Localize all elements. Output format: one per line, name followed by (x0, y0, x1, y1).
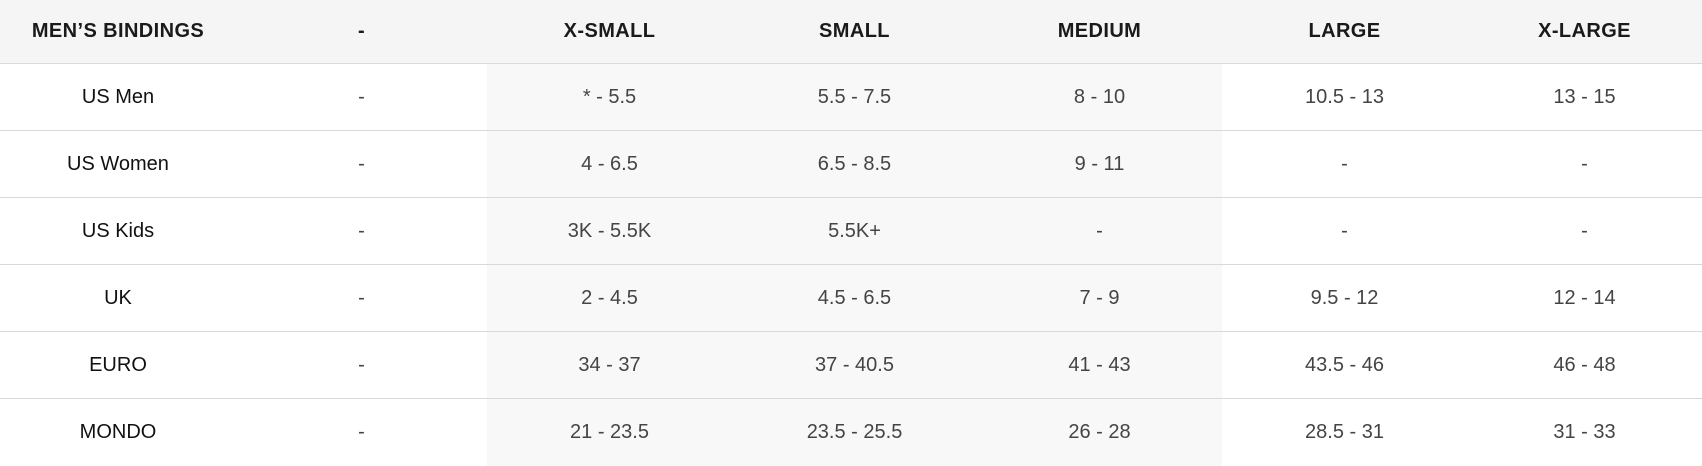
table-cell: - (1341, 152, 1348, 175)
table-cell: 10.5 - 13 (1305, 85, 1384, 108)
table-cell: 3K - 5.5K (487, 198, 732, 264)
table-cell: 34 - 37 (487, 332, 732, 398)
table-cell: - (977, 198, 1222, 264)
table-cell: - (358, 286, 365, 309)
table-cell: 4.5 - 6.5 (732, 265, 977, 331)
table-cell: 13 - 15 (1553, 85, 1616, 108)
table-cell: 4 - 6.5 (487, 131, 732, 197)
row-label: US Women (67, 152, 169, 175)
header-cell-x-large: X-LARGE (1538, 20, 1631, 42)
header-cell-small: SMALL (819, 20, 890, 42)
table-cell: 31 - 33 (1553, 421, 1616, 443)
table-cell: - (358, 219, 365, 242)
header-cell-large: LARGE (1308, 20, 1381, 42)
header-cell-bindings: MEN’S BINDINGS (31, 20, 205, 42)
table-cell: 41 - 43 (977, 332, 1222, 398)
table-cell: - (1341, 219, 1348, 242)
table-cell: 8 - 10 (977, 64, 1222, 130)
table-cell: 12 - 14 (1553, 286, 1616, 309)
row-label: US Men (81, 85, 155, 108)
table-cell: 5.5K+ (732, 198, 977, 264)
table-cell: 6.5 - 8.5 (732, 131, 977, 197)
table-header-row: MEN’S BINDINGS - X-SMALL SMALL MEDIUM LA… (0, 0, 1702, 64)
table-cell: 9 - 11 (977, 131, 1222, 197)
table-cell: 28.5 - 31 (1305, 421, 1384, 443)
table-cell: 43.5 - 46 (1305, 353, 1384, 376)
row-label: US Kids (81, 219, 155, 242)
table-cell: - (358, 85, 365, 108)
table-cell: 2 - 4.5 (487, 265, 732, 331)
table-row: EURO - 34 - 37 37 - 40.5 41 - 43 43.5 - … (0, 332, 1702, 399)
table-row: US Kids - 3K - 5.5K 5.5K+ - - - (0, 198, 1702, 265)
header-cell-medium: MEDIUM (1057, 20, 1142, 42)
table-cell: - (358, 421, 365, 443)
table-cell: 46 - 48 (1553, 353, 1616, 376)
table-cell: 7 - 9 (977, 265, 1222, 331)
table-cell: 26 - 28 (977, 399, 1222, 466)
header-cell-x-small: X-SMALL (563, 20, 656, 42)
table-cell: 23.5 - 25.5 (732, 399, 977, 466)
table-cell: 21 - 23.5 (487, 399, 732, 466)
row-label: MONDO (79, 421, 157, 443)
table-row: US Men - * - 5.5 5.5 - 7.5 8 - 10 10.5 -… (0, 64, 1702, 131)
table-cell: - (1581, 152, 1588, 175)
row-label: EURO (89, 353, 147, 376)
table-cell: - (358, 353, 365, 376)
table-cell: 37 - 40.5 (732, 332, 977, 398)
table-cell: - (1581, 219, 1588, 242)
table-row: MONDO - 21 - 23.5 23.5 - 25.5 26 - 28 28… (0, 399, 1702, 466)
table-cell: * - 5.5 (487, 64, 732, 130)
table-cell: - (358, 152, 365, 175)
table-cell: 9.5 - 12 (1310, 286, 1379, 309)
table-row: UK - 2 - 4.5 4.5 - 6.5 7 - 9 9.5 - 12 12… (0, 265, 1702, 332)
table-cell: 5.5 - 7.5 (732, 64, 977, 130)
row-label: UK (104, 286, 132, 309)
table-row: US Women - 4 - 6.5 6.5 - 8.5 9 - 11 - - (0, 131, 1702, 198)
header-cell-blank: - (357, 20, 366, 42)
